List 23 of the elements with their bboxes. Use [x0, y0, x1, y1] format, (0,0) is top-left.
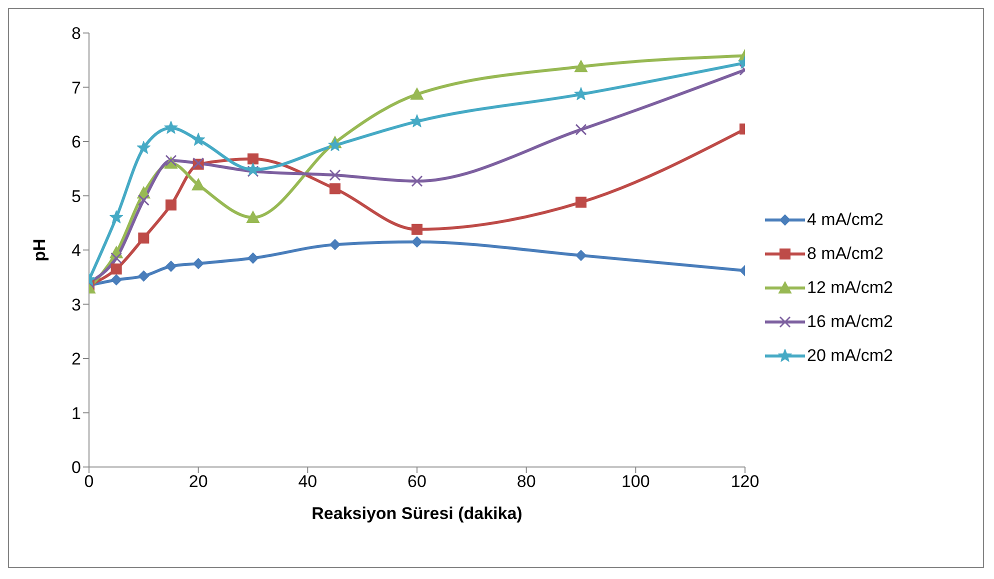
x-tick-label: 0 [84, 472, 94, 492]
y-tick-label: 0 [72, 458, 81, 478]
y-tick-label: 5 [72, 186, 81, 206]
y-tick-label: 2 [72, 350, 81, 369]
y-tick-label: 3 [72, 295, 81, 314]
y-tick-label: 1 [72, 404, 81, 423]
x-axis-title: Reaksiyon Süresi (dakika) [312, 504, 522, 524]
legend-label: 12 mA/cm2 [807, 278, 893, 298]
x-tick-label: 80 [516, 472, 536, 492]
y-tick-label: 7 [72, 78, 81, 98]
legend-label: 4 mA/cm2 [807, 210, 884, 230]
y-axis-title: pH [30, 238, 50, 262]
y-tick-label: 8 [72, 24, 81, 44]
x-tick-label: 20 [188, 472, 208, 492]
x-tick-label: 40 [298, 472, 318, 492]
x-tick-label: 100 [621, 472, 650, 492]
y-tick-label: 4 [72, 241, 81, 260]
y-tick-label: 6 [72, 132, 81, 152]
x-tick-label: 60 [408, 472, 426, 492]
legend-label: 16 mA/cm2 [807, 312, 893, 332]
legend-label: 20 mA/cm2 [807, 346, 893, 366]
x-tick-label: 120 [730, 472, 760, 492]
legend-label: 8 mA/cm2 [807, 244, 884, 264]
